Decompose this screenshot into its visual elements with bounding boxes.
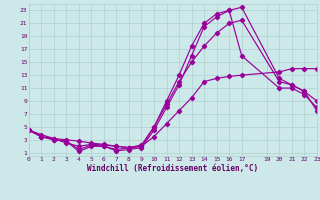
- X-axis label: Windchill (Refroidissement éolien,°C): Windchill (Refroidissement éolien,°C): [87, 164, 258, 173]
